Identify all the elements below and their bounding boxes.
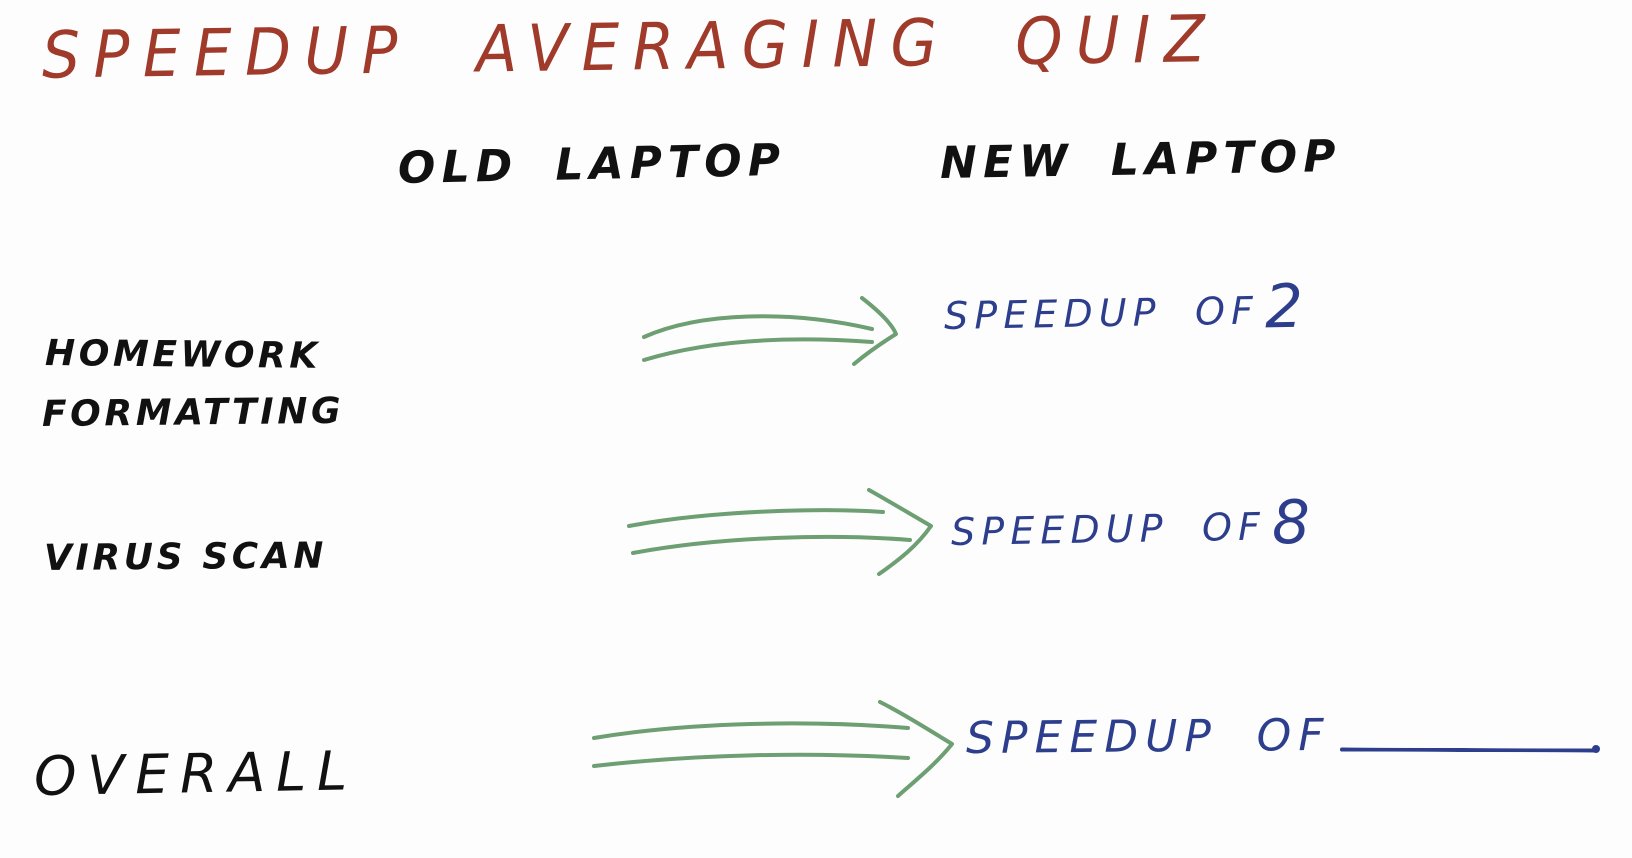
homework-speedup-prefix: SPEEDUP OF xyxy=(943,288,1260,338)
homework-label-line-1: HOMEWORK xyxy=(44,333,322,377)
virus-scan-speedup-value: 8 xyxy=(1271,487,1311,559)
virus-scan-speedup-result: SPEEDUP OF8 xyxy=(950,488,1311,559)
homework-label-line-2: FORMATTING xyxy=(41,390,345,435)
overall-speedup-prefix: SPEEDUP OF xyxy=(965,709,1331,764)
new-laptop-header: NEW LAPTOP xyxy=(939,130,1343,189)
old-laptop-header: OLD LAPTOP xyxy=(397,134,787,194)
virus-scan-speedup-prefix: SPEEDUP OF xyxy=(950,504,1267,554)
overall-speedup-result: SPEEDUP OF xyxy=(966,710,1331,764)
quiz-title: SPEEDUP AVERAGING QUIZ xyxy=(41,1,1219,94)
homework-speedup-result: SPEEDUP OF2 xyxy=(943,272,1304,343)
virus-scan-label: VIRUS SCAN xyxy=(43,535,328,579)
homework-speedup-value: 2 xyxy=(1264,271,1304,343)
overall-arrow-icon xyxy=(592,700,954,798)
overall-answer-blank-end xyxy=(1592,745,1600,753)
virus-scan-arrow-icon xyxy=(627,488,933,576)
homework-arrow-icon xyxy=(642,296,898,366)
overall-answer-blank xyxy=(1339,747,1599,753)
overall-label: OVERALL xyxy=(33,739,359,808)
